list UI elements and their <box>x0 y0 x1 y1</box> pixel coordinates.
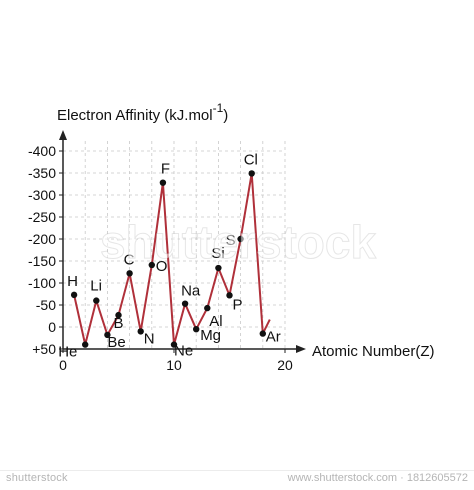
element-label: He <box>58 344 77 361</box>
element-label: H <box>67 273 78 290</box>
data-point <box>70 291 78 299</box>
series-line-path <box>73 172 264 346</box>
footer-bar <box>0 470 474 490</box>
data-points <box>70 170 266 348</box>
data-point <box>193 326 200 333</box>
axes <box>59 130 306 353</box>
y-tick-label: -250 <box>28 209 56 225</box>
data-point <box>104 331 111 339</box>
element-label: C <box>124 251 135 268</box>
element-label: F <box>161 161 170 178</box>
element-label: Si <box>211 245 224 262</box>
data-point <box>181 300 189 307</box>
footer-image-id: www.shutterstock.com · 1812605572 <box>287 472 468 484</box>
y-tick-label: -150 <box>28 253 56 269</box>
data-point <box>148 261 155 269</box>
data-point <box>170 341 178 348</box>
electron-affinity-chart: -400-350-300-250-200-150-100-500+50 0 10 2… <box>28 101 435 373</box>
element-label: Al <box>209 313 222 330</box>
data-point <box>259 330 266 337</box>
x-tick-label: 20 <box>277 357 293 373</box>
data-point <box>115 311 122 319</box>
data-point <box>237 235 244 243</box>
y-axis-label-main: Electron Affinity (kJ.mol <box>57 107 213 124</box>
watermark: shutterstock <box>100 216 376 268</box>
footer-logo: shutterstock <box>6 472 68 484</box>
element-label: Ne <box>174 343 193 360</box>
element-label: Mg <box>200 327 221 344</box>
element-label: B <box>114 315 124 332</box>
element-label: Ar <box>266 329 281 346</box>
data-point <box>248 170 255 177</box>
y-tick-labels: -400 -350 -300 -250 -200 -150 -100 -50 0 +50 <box>28 143 63 357</box>
y-tick-label: -400 <box>28 143 56 159</box>
element-label: N <box>144 330 155 347</box>
data-point <box>137 328 144 335</box>
y-tick-label: -50 <box>36 297 56 313</box>
data-point <box>204 304 211 312</box>
y-tick-label: +50 <box>32 341 56 357</box>
data-point <box>159 179 167 186</box>
element-label: Be <box>107 334 125 351</box>
y-tick-label: 0 <box>48 319 56 335</box>
data-point <box>82 341 89 348</box>
element-label: O <box>156 258 168 275</box>
element-label: P <box>233 296 243 313</box>
data-point <box>126 270 133 277</box>
x-tick-label: 10 <box>166 357 182 373</box>
data-point <box>93 297 100 304</box>
element-label: Na <box>181 283 201 300</box>
element-label: Li <box>90 278 102 295</box>
y-tick-label: -300 <box>28 187 56 203</box>
x-axis-label: Atomic Number(Z) <box>312 343 435 360</box>
y-axis-arrow <box>59 130 67 140</box>
y-axis-label-sup: -1 <box>213 101 224 115</box>
x-tick-labels: 0 10 20 <box>59 349 293 373</box>
data-point <box>226 292 233 299</box>
y-tick-label: -100 <box>28 275 56 291</box>
y-tick-label: -350 <box>28 165 56 181</box>
y-tick-label: -200 <box>28 231 56 247</box>
data-point <box>215 264 222 272</box>
x-axis-arrow <box>296 345 306 353</box>
y-axis-label: Electron Affinity (kJ.mol-1) <box>57 101 228 124</box>
x-tick-label: 0 <box>59 357 67 373</box>
element-label: Cl <box>244 151 258 168</box>
element-label: S <box>226 232 236 249</box>
y-axis-label-close: ) <box>223 107 228 124</box>
